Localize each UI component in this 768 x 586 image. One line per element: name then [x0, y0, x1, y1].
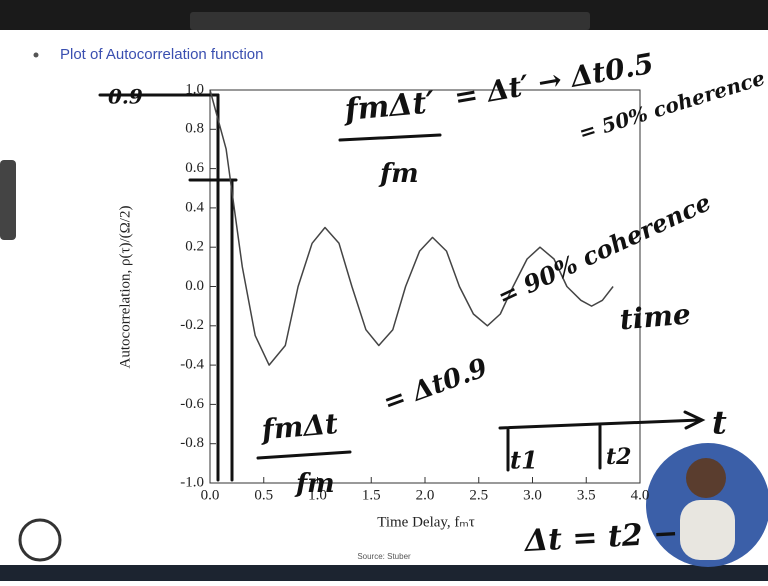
handwritten-note: t1 [510, 446, 538, 475]
handwritten-note: = 90% coherence [493, 187, 715, 311]
y-tick-label: 0.6 [185, 160, 204, 176]
handwritten-note: = Δt0.9 [380, 353, 492, 418]
handwritten-note: Δt = t2 − [522, 516, 679, 559]
x-tick-label: 1.0 [308, 487, 327, 503]
x-tick-label: 2.0 [416, 487, 435, 503]
handwritten-note: fm [294, 469, 335, 499]
handwriting-strokes [98, 93, 706, 482]
y-tick-label: -0.6 [180, 396, 204, 412]
annotation-toolbar[interactable] [190, 12, 590, 30]
y-tick-label: 0.4 [185, 199, 204, 215]
handwritten-note: fm [378, 159, 419, 189]
x-axis-label: Time Delay, fₘτ [377, 514, 475, 530]
x-tick-label: 0.0 [201, 487, 220, 503]
y-tick-label: 0.8 [185, 121, 204, 137]
source-note: Source: Stuber [357, 552, 411, 561]
x-tick-label: 3.0 [523, 487, 542, 503]
handwritten-note: t2 [606, 444, 631, 470]
handwritten-note: 0.9 [108, 85, 143, 109]
handwritten-note: fmΔt′ [341, 85, 435, 128]
slide-title: Plot of Autocorrelation function [60, 46, 263, 63]
y-tick-label: -1.0 [180, 474, 204, 490]
x-tick-label: 0.5 [254, 487, 273, 503]
logo [18, 518, 62, 562]
y-tick-label: -0.4 [180, 357, 204, 373]
x-tick-label: 1.5 [362, 487, 381, 503]
y-tick-label: -0.2 [180, 317, 204, 333]
handwritten-note: = Δt′ → Δt0.5 [452, 47, 656, 115]
x-tick-label: 4.0 [631, 487, 650, 503]
presenter-body [680, 500, 735, 560]
x-tick-label: 3.5 [577, 487, 596, 503]
x-tick-label: 2.5 [469, 487, 488, 503]
y-tick-label: 0.0 [185, 278, 204, 294]
handwritten-note: fmΔt [258, 407, 339, 447]
y-tick-label: 1.0 [185, 81, 204, 97]
handwritten-note: time [618, 297, 692, 336]
data-line [209, 89, 614, 366]
taskbar [0, 565, 768, 581]
bullet [33, 52, 39, 58]
presenter-head [686, 458, 726, 498]
handwritten-note: t [712, 404, 727, 442]
y-tick-label: 0.2 [185, 239, 204, 255]
y-tick-label: -0.8 [180, 435, 204, 451]
side-handle [0, 160, 16, 240]
y-axis-label: Autocorrelation, ρ(τ)/(Ω/2) [117, 206, 133, 369]
